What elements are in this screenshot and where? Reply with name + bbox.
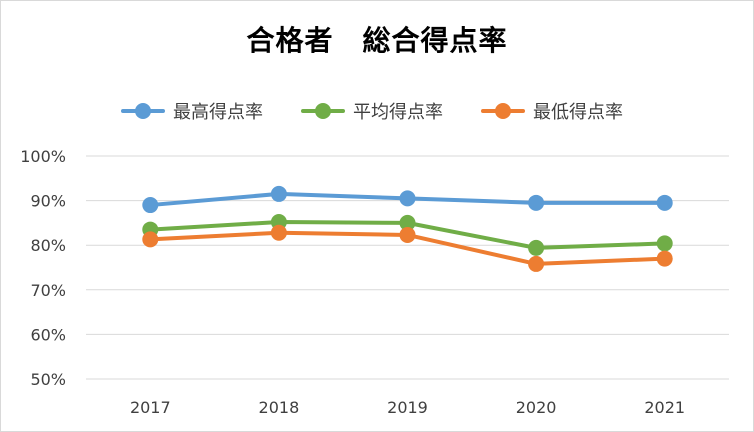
legend-swatch-max [121,102,165,120]
data-point-max-2019 [399,190,416,207]
data-point-max-2021 [656,194,673,211]
x-tick-label: 2019 [387,398,428,417]
chart-title: 合格者 総合得点率 [246,24,508,57]
legend-dot-max [135,103,151,119]
chart-legend: 最高得点率 平均得点率 最低得点率 [121,97,623,125]
legend-dot-avg [315,103,331,119]
data-point-min-2021 [656,250,673,267]
legend-label-min: 最低得点率 [533,102,623,123]
data-point-avg-2019 [399,214,416,231]
data-point-min-2017 [142,231,159,248]
data-point-max-2018 [270,185,287,202]
legend-label-avg: 平均得点率 [353,102,443,123]
y-tick-label: 100% [20,147,66,166]
series-min [142,224,673,272]
legend-swatch-min [481,102,525,120]
legend-item-min: 最低得点率 [481,98,623,124]
x-tick-label: 2017 [130,398,171,417]
legend-swatch-avg [301,102,345,120]
legend-dot-min [495,103,511,119]
x-tick-label: 2021 [644,398,685,417]
data-point-max-2017 [142,197,159,214]
y-tick-label: 50% [30,370,66,389]
data-point-avg-2020 [528,239,545,256]
data-point-max-2020 [528,194,545,211]
x-tick-label: 2018 [259,398,300,417]
y-tick-label: 60% [30,325,66,344]
grid-layer [86,155,729,380]
legend-label-max: 最高得点率 [173,102,263,123]
series-max [142,185,673,214]
y-tick-label: 80% [30,236,66,255]
series-layer [142,185,673,272]
y-tick-label: 90% [30,192,66,211]
x-tick-labels: 2017 2018 2019 2020 2021 [130,398,685,417]
legend-item-max: 最高得点率 [121,98,263,124]
data-point-min-2020 [528,255,545,272]
data-point-avg-2021 [656,235,673,252]
data-point-min-2019 [399,226,416,243]
legend-item-avg: 平均得点率 [301,98,443,124]
y-tick-label: 70% [30,281,66,300]
data-point-min-2018 [270,224,287,241]
x-tick-label: 2020 [516,398,557,417]
y-tick-labels: 100% 90% 80% 70% 60% 50% [20,147,66,389]
